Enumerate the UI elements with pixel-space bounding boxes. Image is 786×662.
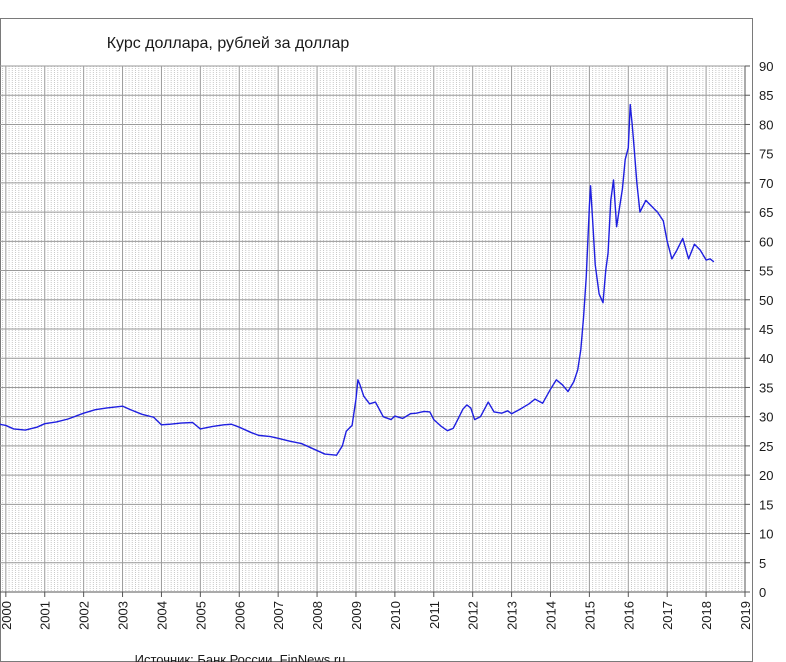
axis-layer xyxy=(0,65,750,597)
y-tick-label: 10 xyxy=(759,527,773,542)
x-tick-label: 2013 xyxy=(505,601,520,630)
y-tick-label: 35 xyxy=(759,380,773,395)
x-tick-label: 2019 xyxy=(738,601,753,630)
x-tick-label: 2003 xyxy=(116,601,131,630)
x-tick-label: 2017 xyxy=(660,601,675,630)
y-tick-label: 50 xyxy=(759,293,773,308)
y-tick-label: 15 xyxy=(759,497,773,512)
y-tick-label: 75 xyxy=(759,147,773,162)
chart-source: Источник: Банк России, FinNews.ru xyxy=(135,652,346,662)
x-tick-label: 2008 xyxy=(310,601,325,630)
x-tick-label: 2010 xyxy=(388,601,403,630)
series-line xyxy=(0,103,715,456)
y-tick-label: 5 xyxy=(759,556,766,571)
x-tick-label: 2007 xyxy=(271,601,286,630)
y-tick-label: 55 xyxy=(759,264,773,279)
y-tick-label: 90 xyxy=(759,59,773,74)
x-tick-label: 2006 xyxy=(232,601,247,630)
x-tick-label: 2015 xyxy=(582,601,597,630)
y-tick-label: 30 xyxy=(759,410,773,425)
y-tick-label: 65 xyxy=(759,205,773,220)
x-tick-label: 2012 xyxy=(466,601,481,630)
series-layer xyxy=(0,103,715,456)
y-tick-label: 70 xyxy=(759,176,773,191)
y-tick-label: 85 xyxy=(759,88,773,103)
y-tick-label: 80 xyxy=(759,117,773,132)
chart-title: Курс доллара, рублей за доллар xyxy=(107,35,350,52)
y-tick-label: 20 xyxy=(759,468,773,483)
x-tick-label: 2014 xyxy=(543,601,558,630)
x-tick-label: 2009 xyxy=(349,601,364,630)
y-tick-label: 45 xyxy=(759,322,773,337)
x-tick-label: 2004 xyxy=(154,601,169,630)
x-tick-label: 2018 xyxy=(699,601,714,630)
x-tick-label: 2002 xyxy=(77,601,92,630)
tick-labels: 0 5 10 15 20 25 30 35 40 45 50 55 60 65 70 75 80 85 90 2000… xyxy=(0,59,773,630)
x-tick-label: 2011 xyxy=(427,601,442,629)
y-tick-label: 25 xyxy=(759,439,773,454)
x-tick-label: 2001 xyxy=(38,601,53,630)
x-tick-label: 2000 xyxy=(0,601,14,630)
y-tick-label: 0 xyxy=(759,585,766,600)
x-tick-label: 2005 xyxy=(193,601,208,630)
y-tick-label: 40 xyxy=(759,351,773,366)
x-tick-label: 2016 xyxy=(621,601,636,630)
y-tick-label: 60 xyxy=(759,234,773,249)
grid-layer xyxy=(0,65,746,593)
